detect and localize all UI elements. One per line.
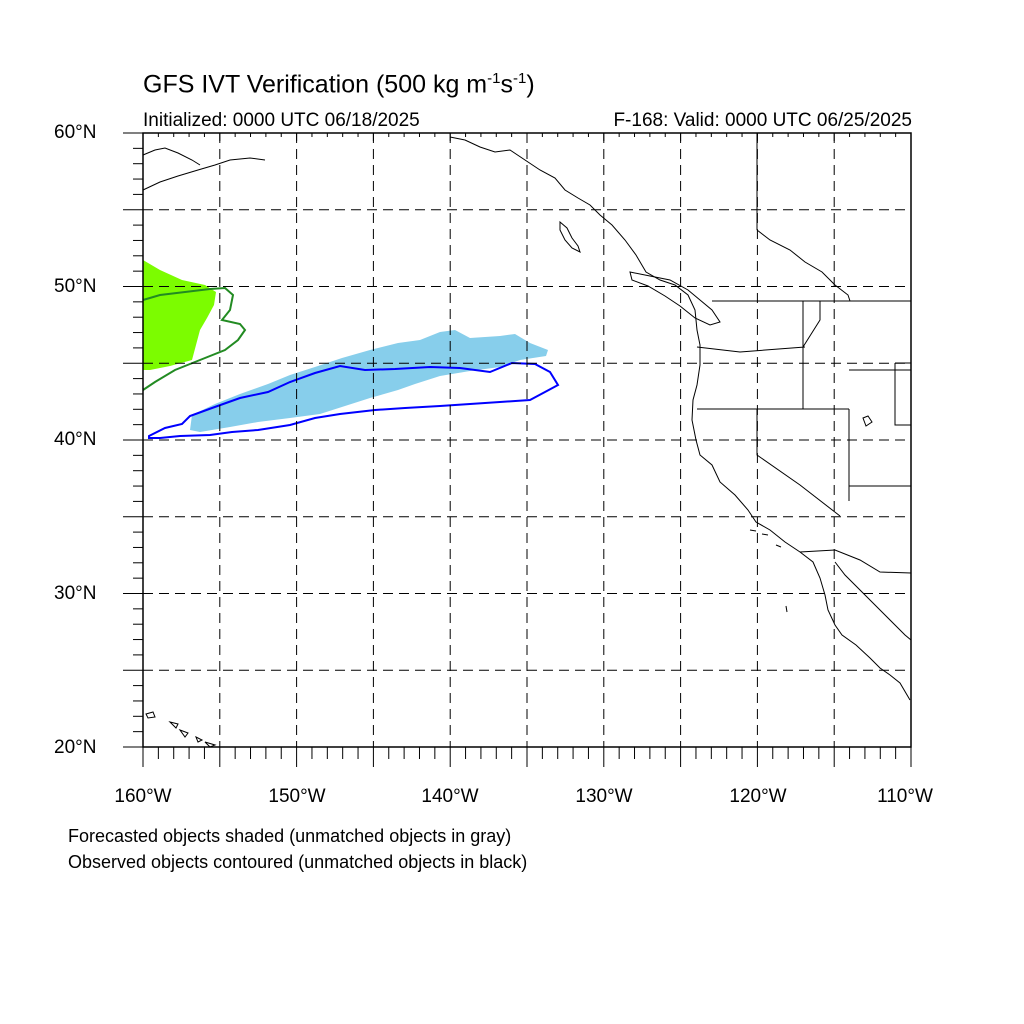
initialized-time: Initialized: 0000 UTC 06/18/2025 [143, 110, 420, 131]
title-exponent-2: -1 [512, 70, 527, 87]
lat-label-30n: 30°N [54, 583, 97, 604]
map-frame [142, 132, 912, 748]
legend-observed: Observed objects contoured (unmatched ob… [68, 852, 528, 872]
lon-label-150w: 150°W [268, 786, 326, 807]
channel-islands [749, 415, 873, 613]
graticule [143, 133, 911, 747]
lat-label-40n: 40°N [54, 429, 97, 450]
lat-label-20n: 20°N [54, 737, 97, 758]
title-unit-s: s [500, 70, 513, 99]
lon-label-120w: 120°W [729, 786, 787, 807]
lon-label-160w: 160°W [114, 786, 172, 807]
hawaii-islands [145, 711, 217, 748]
title-close: ) [526, 70, 535, 99]
lat-label-60n: 60°N [54, 122, 97, 143]
vancouver-island [629, 271, 721, 326]
valid-time: F-168: Valid: 0000 UTC 06/25/2025 [613, 110, 912, 131]
forecast-object-blue [190, 330, 548, 432]
border-us-mexico [799, 549, 912, 574]
title-text: GFS IVT Verification (500 kg m [143, 70, 488, 99]
map-title: GFS IVT Verification (500 kg m-1s-1) [143, 70, 535, 99]
baja-peninsula [834, 561, 912, 641]
legend-forecast: Forecasted objects shaded (unmatched obj… [68, 826, 512, 846]
bc-alberta-border [756, 229, 851, 302]
lon-label-110w: 110°W [877, 786, 933, 807]
north-america-coastline [449, 136, 911, 701]
observed-object-green [142, 286, 247, 391]
forecast-object-green [143, 260, 216, 370]
lon-label-140w: 140°W [421, 786, 479, 807]
title-exponent-1: -1 [487, 70, 501, 87]
alaska-coast [142, 147, 266, 191]
observed-object-blue [148, 361, 560, 439]
haida-gwaii [559, 220, 581, 253]
lat-label-50n: 50°N [54, 276, 97, 297]
lon-label-130w: 130°W [575, 786, 633, 807]
